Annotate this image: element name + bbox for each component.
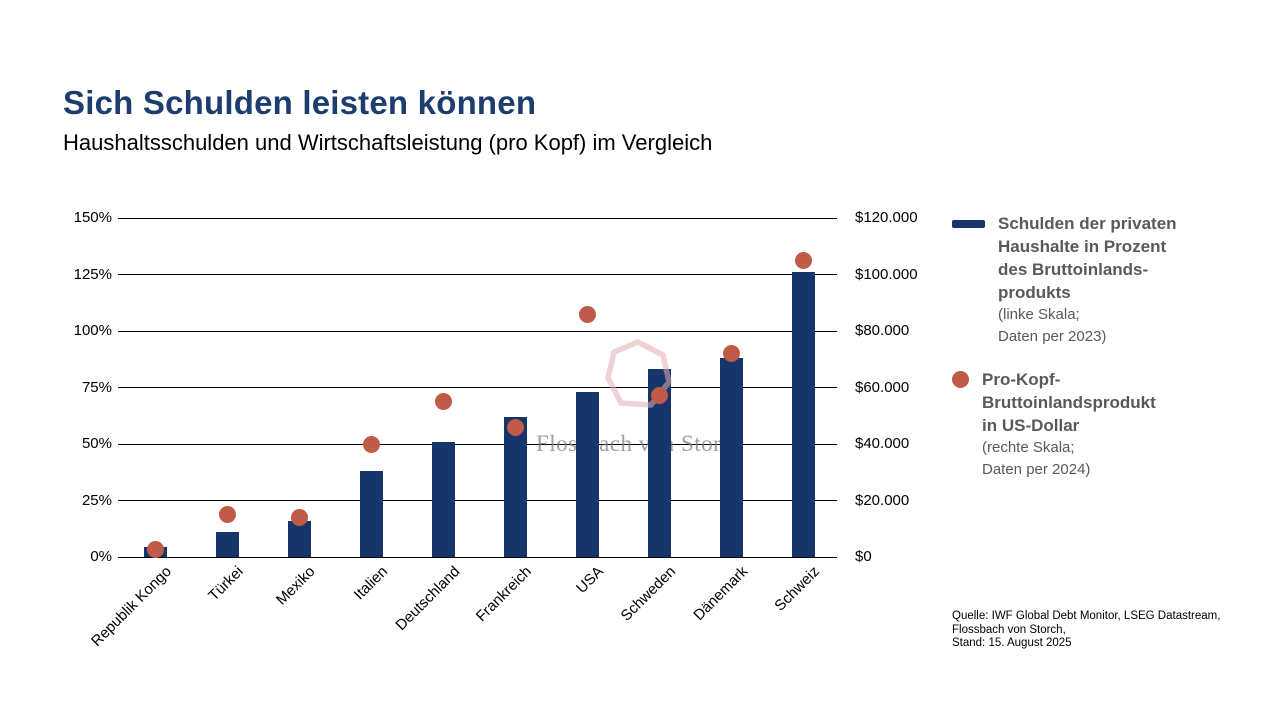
legend-label-household-debt: Schulden der privaten Haushalte in Proze… [998,214,1177,302]
gridline [118,217,837,219]
x-axis-label-text: Republik Kongo [88,563,176,650]
y-axis-label-right: $20.000 [855,491,910,509]
y-axis-label-left: 100% [73,322,112,339]
x-axis-label-text: Frankreich [472,563,536,626]
gridline [118,330,837,332]
y-axis-label-left: 50% [81,435,112,452]
gdp-dot-schweiz [794,251,812,269]
page-subtitle: Haushaltsschulden und Wirtschaftsleistun… [63,130,713,155]
gridline [118,274,837,275]
y-axis-label-left: 25% [81,491,112,509]
x-axis-label-text: Schweiz [771,563,824,615]
y-axis-label-left: 150% [73,209,112,226]
gridline [118,500,837,501]
gdp-dot-schweden [650,387,668,405]
y-axis-label-right: $60.000 [855,378,910,396]
legend-note-gdp-per-capita: (rechte Skala; Daten per 2024) [982,439,1091,478]
gridline [118,556,837,558]
x-axis-label-text: Mexiko [273,563,320,609]
y-axis-label-right: $0 [855,548,872,565]
x-axis-label-text: Deutschland [392,563,464,634]
gdp-dot-d-nemark [722,345,740,363]
legend-label-gdp-per-capita: Pro-Kopf- Bruttoinlandsprodukt in US-Dol… [982,370,1156,435]
x-axis-label-text: Italien [350,563,392,604]
y-axis-label-left: 0% [90,548,112,565]
x-axis-label-text: USA [573,563,608,597]
gdp-dot-mexiko [290,508,308,526]
dot-swatch-icon [952,371,969,388]
y-axis-label-right: $120.000 [855,209,918,226]
bar-t-rkei [215,532,239,557]
bar-d-nemark [719,358,743,557]
bar-schweiz [791,272,815,557]
bar-schweden [647,369,671,557]
fvs-pentagon-logo-icon [605,339,672,408]
x-axis-label-text: Türkei [205,563,248,605]
gdp-dot-t-rkei [218,506,236,524]
gdp-dot-italien [362,435,380,453]
bar-italien [359,471,383,557]
watermark-text: Flossbach von Storch [536,431,745,456]
page-title: Sich Schulden leisten können [63,84,537,121]
gridline [118,387,837,388]
bar-swatch-icon [952,220,985,228]
legend-item-household-debt: Schulden der privaten Haushalte in Proze… [952,212,1222,348]
bar-deutschland [431,441,455,557]
y-axis-label-right: $80.000 [855,322,910,339]
gdp-dot-deutschland [434,393,452,411]
y-axis-label-right: $100.000 [855,265,918,283]
y-axis-label-left: 125% [73,265,112,283]
legend-note-household-debt: (linke Skala; Daten per 2023) [998,306,1107,345]
bar-frankreich [503,416,527,557]
bar-usa [575,392,599,557]
legend: Schulden der privaten Haushalte in Proze… [952,212,1222,481]
y-axis-label-left: 75% [81,378,112,396]
gdp-dot-usa [578,305,596,323]
legend-item-gdp-per-capita: Pro-Kopf- Bruttoinlandsprodukt in US-Dol… [952,368,1222,481]
bar-mexiko [287,520,311,557]
plot-area: Flossbach von Storch 0% $0 25% $20.000 50% $4… [74,210,918,650]
gdp-dot-frankreich [506,418,524,436]
y-axis-label-right: $40.000 [855,435,910,452]
x-axis-label-text: Schweden [617,563,680,625]
x-axis-label-text: Dänemark [690,563,752,624]
gdp-dot-republik-kongo [146,541,164,559]
source-note: Quelle: IWF Global Debt Monitor, LSEG Da… [952,610,1221,649]
gridline [118,443,837,445]
